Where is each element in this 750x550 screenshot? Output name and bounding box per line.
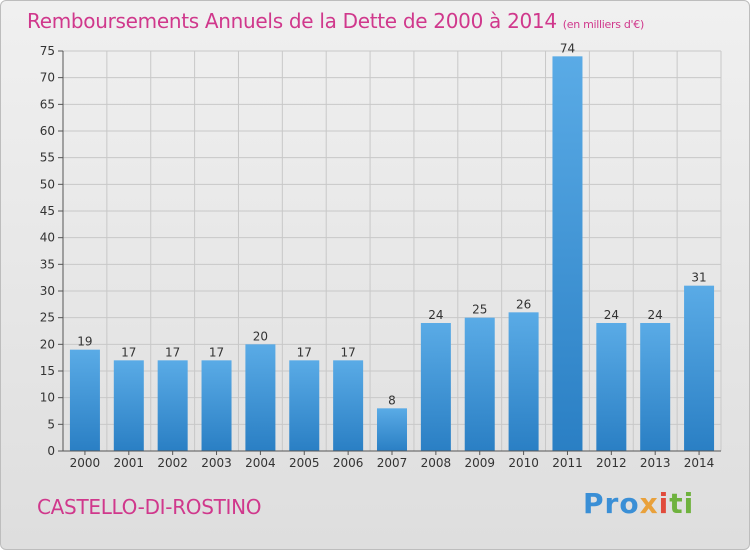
x-tick-label-2004: 2004 xyxy=(245,456,276,470)
commune-name: CASTELLO-DI-ROSTINO xyxy=(37,495,262,519)
y-tick-label-35: 35 xyxy=(40,257,55,271)
y-tick-label-5: 5 xyxy=(47,417,55,431)
y-tick-label-25: 25 xyxy=(40,311,55,325)
value-label-2010: 26 xyxy=(516,297,531,311)
y-tick-label-50: 50 xyxy=(40,177,55,191)
x-tick-label-2011: 2011 xyxy=(552,456,583,470)
logo-part-4: ti xyxy=(669,487,695,520)
x-tick-label-2014: 2014 xyxy=(684,456,715,470)
value-label-2013: 24 xyxy=(648,308,663,322)
logo-part-3: i xyxy=(658,487,670,520)
bar-2014 xyxy=(684,285,715,451)
bar-2013 xyxy=(640,323,671,451)
x-tick-label-2008: 2008 xyxy=(421,456,452,470)
bar-2006 xyxy=(333,360,364,451)
value-label-2000: 19 xyxy=(77,335,92,349)
value-label-2005: 17 xyxy=(297,345,312,359)
proxiti-logo: Proxiti xyxy=(583,487,694,520)
y-tick-label-55: 55 xyxy=(40,151,55,165)
y-tick-label-75: 75 xyxy=(40,44,55,58)
bar-2003 xyxy=(201,360,232,451)
bar-2012 xyxy=(596,323,627,451)
chart-title-text: Remboursements Annuels de la Dette de 20… xyxy=(27,9,557,33)
value-label-2009: 25 xyxy=(472,303,487,317)
value-label-2003: 17 xyxy=(209,345,224,359)
unit-label: (en milliers d'€) xyxy=(562,18,644,31)
value-label-2011: 74 xyxy=(560,41,575,55)
bar-2005 xyxy=(289,360,320,451)
bar-2011 xyxy=(552,56,583,451)
x-tick-label-2007: 2007 xyxy=(377,456,408,470)
y-tick-label-30: 30 xyxy=(40,284,55,298)
y-tick-label-65: 65 xyxy=(40,97,55,111)
y-tick-label-15: 15 xyxy=(40,364,55,378)
bar-2010 xyxy=(508,312,539,451)
logo-part-2: x xyxy=(639,487,659,520)
bar-2008 xyxy=(420,323,451,451)
bar-2009 xyxy=(464,317,495,451)
value-label-2002: 17 xyxy=(165,345,180,359)
y-tick-label-70: 70 xyxy=(40,71,55,85)
x-tick-label-2010: 2010 xyxy=(508,456,539,470)
y-tick-label-20: 20 xyxy=(40,337,55,351)
value-label-2006: 17 xyxy=(340,345,355,359)
value-label-2014: 31 xyxy=(691,271,706,285)
x-tick-label-2000: 2000 xyxy=(70,456,101,470)
y-tick-label-0: 0 xyxy=(47,444,55,458)
x-tick-label-2001: 2001 xyxy=(114,456,145,470)
x-tick-label-2009: 2009 xyxy=(464,456,495,470)
bar-2000 xyxy=(69,349,100,451)
bar-2002 xyxy=(157,360,188,451)
y-tick-label-60: 60 xyxy=(40,124,55,138)
y-tick-label-45: 45 xyxy=(40,204,55,218)
y-tick-label-10: 10 xyxy=(40,391,55,405)
value-label-2008: 24 xyxy=(428,308,443,322)
x-tick-label-2006: 2006 xyxy=(333,456,364,470)
logo-part-1: Pro xyxy=(583,487,640,520)
chart-title: Remboursements Annuels de la Dette de 20… xyxy=(27,9,644,33)
value-label-2012: 24 xyxy=(604,308,619,322)
value-label-2004: 20 xyxy=(253,329,268,343)
y-tick-label-40: 40 xyxy=(40,231,55,245)
x-tick-label-2005: 2005 xyxy=(289,456,320,470)
value-label-2001: 17 xyxy=(121,345,136,359)
bar-2001 xyxy=(113,360,144,451)
x-tick-label-2003: 2003 xyxy=(201,456,232,470)
x-tick-label-2013: 2013 xyxy=(640,456,671,470)
x-tick-label-2012: 2012 xyxy=(596,456,627,470)
bar-2007 xyxy=(377,408,407,451)
x-tick-label-2002: 2002 xyxy=(157,456,188,470)
bar-2004 xyxy=(245,344,276,451)
value-label-2007: 8 xyxy=(388,393,396,407)
